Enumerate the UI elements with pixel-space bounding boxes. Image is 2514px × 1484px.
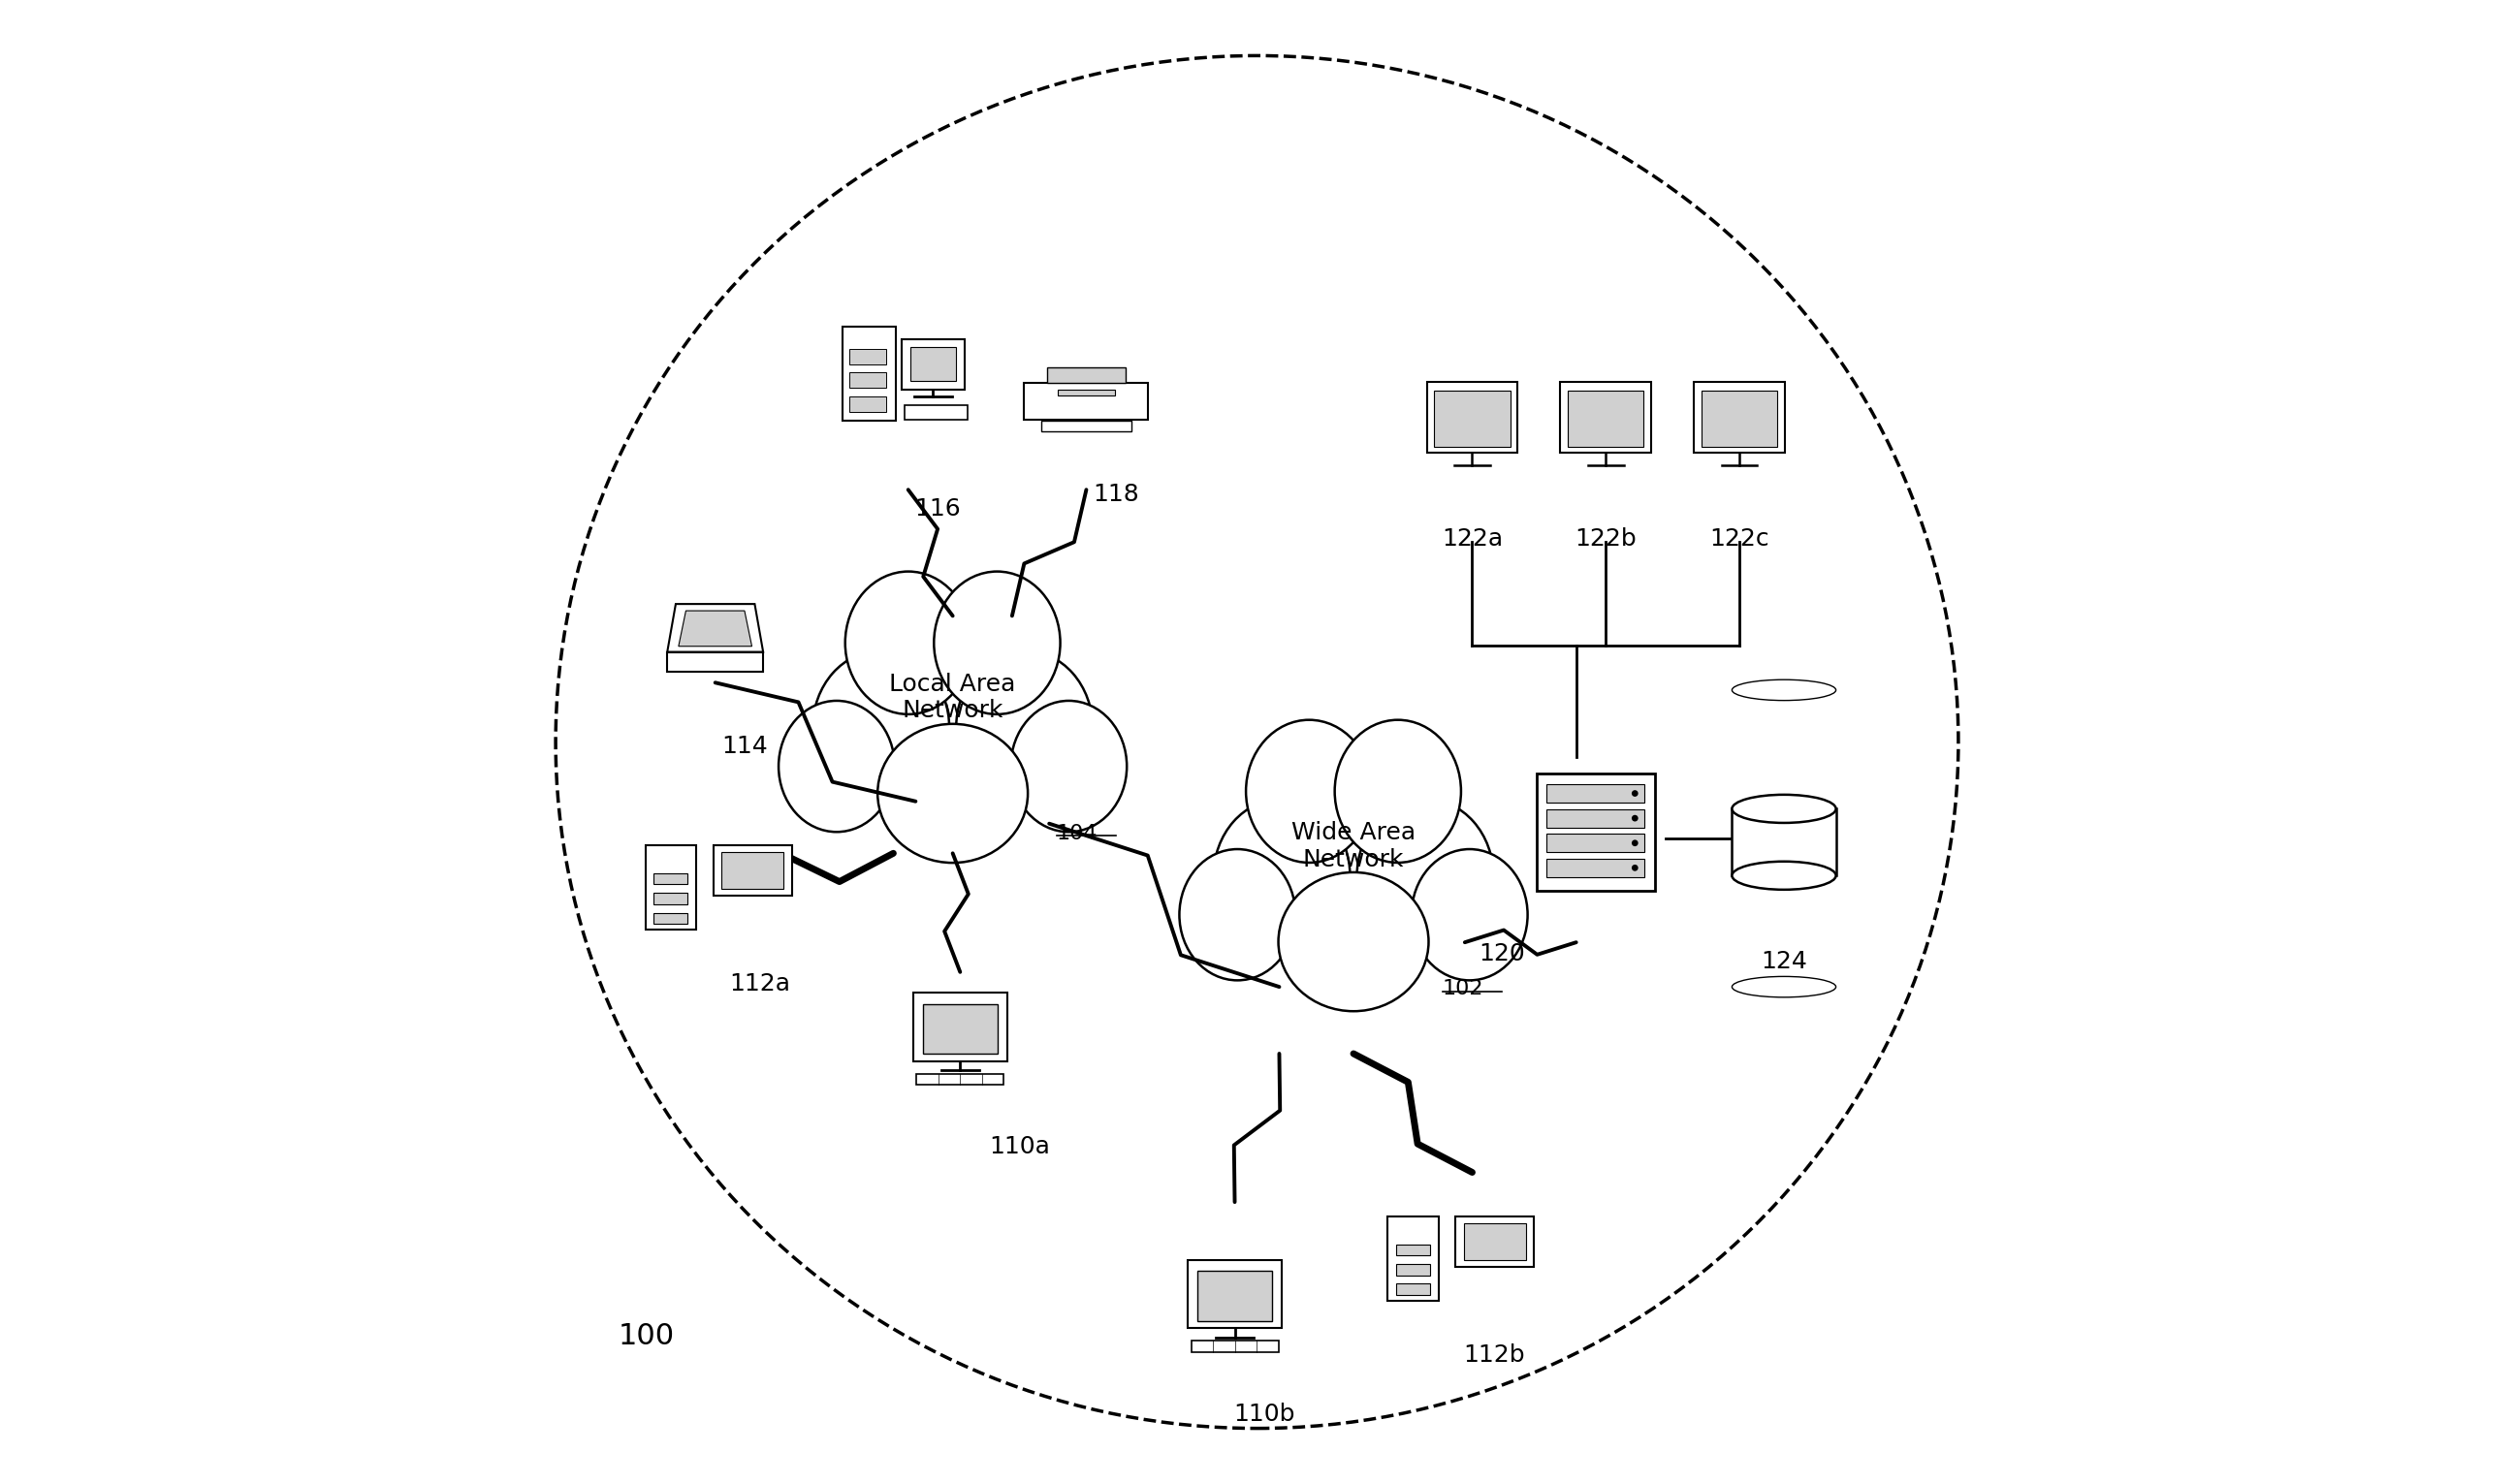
FancyBboxPatch shape	[1569, 392, 1644, 447]
FancyBboxPatch shape	[1694, 381, 1785, 453]
Text: 112a: 112a	[729, 972, 789, 996]
FancyBboxPatch shape	[1546, 834, 1644, 852]
Text: 100: 100	[618, 1322, 676, 1350]
FancyBboxPatch shape	[1546, 784, 1644, 803]
Text: 122a: 122a	[1441, 527, 1503, 551]
FancyBboxPatch shape	[654, 873, 689, 884]
Ellipse shape	[1335, 720, 1461, 862]
FancyBboxPatch shape	[1041, 420, 1131, 432]
FancyBboxPatch shape	[850, 396, 887, 413]
Text: 124: 124	[1760, 950, 1808, 974]
Text: 112b: 112b	[1463, 1343, 1526, 1367]
FancyBboxPatch shape	[654, 893, 689, 904]
FancyBboxPatch shape	[923, 1003, 998, 1054]
Ellipse shape	[877, 724, 1028, 862]
Text: 122b: 122b	[1574, 527, 1637, 551]
Text: 114: 114	[722, 735, 769, 758]
Text: 120: 120	[1478, 942, 1526, 966]
FancyBboxPatch shape	[646, 844, 696, 929]
Ellipse shape	[1179, 849, 1295, 981]
Circle shape	[1632, 840, 1639, 846]
FancyBboxPatch shape	[1388, 1215, 1438, 1300]
FancyBboxPatch shape	[1732, 809, 1835, 876]
Text: Wide Area
Network: Wide Area Network	[1292, 821, 1415, 871]
FancyBboxPatch shape	[1536, 773, 1654, 890]
Ellipse shape	[1260, 754, 1448, 968]
Ellipse shape	[556, 55, 1958, 1428]
FancyBboxPatch shape	[1561, 381, 1652, 453]
FancyBboxPatch shape	[654, 913, 689, 925]
FancyBboxPatch shape	[905, 405, 968, 420]
FancyBboxPatch shape	[1456, 1215, 1534, 1267]
Ellipse shape	[1732, 795, 1835, 822]
FancyBboxPatch shape	[1395, 1284, 1430, 1296]
Text: 104: 104	[1056, 824, 1099, 843]
Text: 110a: 110a	[988, 1135, 1051, 1159]
FancyBboxPatch shape	[1463, 1223, 1526, 1260]
Text: 118: 118	[1094, 482, 1139, 506]
FancyBboxPatch shape	[903, 340, 965, 389]
FancyBboxPatch shape	[1395, 1244, 1430, 1255]
FancyBboxPatch shape	[918, 1073, 1003, 1085]
Ellipse shape	[933, 571, 1061, 714]
Ellipse shape	[1410, 849, 1529, 981]
Text: 110b: 110b	[1234, 1402, 1295, 1426]
FancyBboxPatch shape	[1058, 390, 1114, 396]
Polygon shape	[679, 611, 752, 647]
Ellipse shape	[860, 605, 1046, 819]
Text: 116: 116	[915, 497, 960, 521]
Polygon shape	[666, 604, 764, 651]
Ellipse shape	[779, 700, 895, 833]
FancyBboxPatch shape	[850, 372, 887, 389]
FancyBboxPatch shape	[850, 349, 887, 365]
FancyBboxPatch shape	[1428, 381, 1518, 453]
Text: 102: 102	[1443, 979, 1483, 999]
Ellipse shape	[812, 650, 950, 804]
FancyBboxPatch shape	[910, 347, 955, 381]
Ellipse shape	[1732, 861, 1835, 890]
FancyBboxPatch shape	[722, 852, 784, 889]
Ellipse shape	[1214, 798, 1350, 953]
FancyBboxPatch shape	[1023, 383, 1149, 420]
Text: Local Area
Network: Local Area Network	[890, 672, 1016, 723]
Circle shape	[1632, 865, 1639, 871]
FancyBboxPatch shape	[666, 651, 764, 672]
FancyBboxPatch shape	[1046, 367, 1126, 383]
FancyBboxPatch shape	[1395, 1264, 1430, 1275]
FancyBboxPatch shape	[1546, 859, 1644, 877]
FancyBboxPatch shape	[1702, 392, 1777, 447]
Ellipse shape	[1358, 798, 1493, 953]
Ellipse shape	[955, 650, 1094, 804]
FancyBboxPatch shape	[1435, 392, 1511, 447]
Ellipse shape	[845, 571, 970, 714]
FancyBboxPatch shape	[1197, 1270, 1272, 1321]
Ellipse shape	[1280, 873, 1428, 1011]
FancyBboxPatch shape	[1192, 1340, 1280, 1352]
Ellipse shape	[1247, 720, 1373, 862]
FancyBboxPatch shape	[1546, 809, 1644, 828]
Ellipse shape	[1011, 700, 1126, 833]
FancyBboxPatch shape	[1189, 1260, 1282, 1328]
FancyBboxPatch shape	[714, 844, 792, 896]
Text: 122c: 122c	[1710, 527, 1770, 551]
FancyBboxPatch shape	[913, 993, 1008, 1061]
FancyBboxPatch shape	[842, 326, 895, 420]
Circle shape	[1632, 789, 1639, 797]
Circle shape	[1632, 815, 1639, 822]
